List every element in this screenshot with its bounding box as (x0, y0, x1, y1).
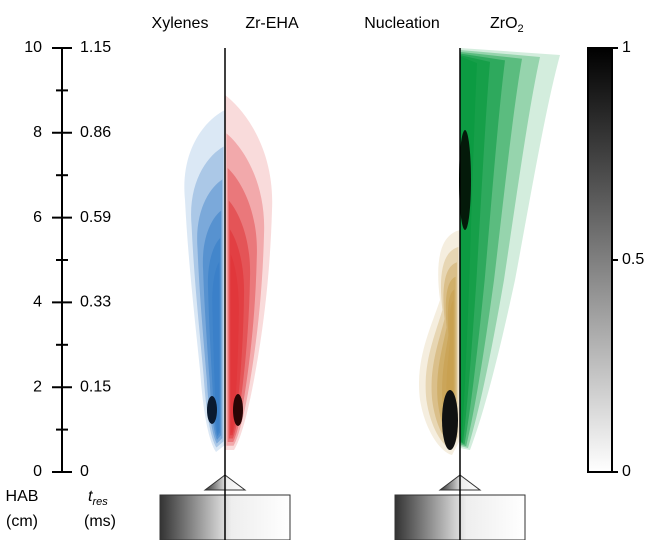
y2-tick-label: 1.15 (80, 39, 111, 56)
core (442, 390, 458, 450)
y2-label: tres (88, 488, 108, 508)
y2-tick-label: 0.86 (80, 124, 111, 141)
y-tick-label: 8 (33, 124, 42, 141)
y-tick-label: 6 (33, 209, 42, 226)
panel-title: Xylenes (152, 15, 209, 32)
core (233, 394, 243, 426)
colorbar-tick-label: 0.5 (622, 251, 644, 268)
y2-label: (ms) (84, 513, 116, 530)
y-tick-label: 10 (24, 39, 42, 56)
colorbar (587, 47, 613, 473)
y2-tick-label: 0 (80, 463, 89, 480)
y-label: (cm) (6, 513, 38, 530)
y-label: HAB (6, 488, 39, 505)
core (207, 396, 217, 424)
core (459, 130, 471, 230)
colorbar-tick-label: 1 (622, 39, 631, 56)
y-tick-label: 2 (33, 378, 42, 395)
panel-title: ZrO2 (490, 15, 524, 35)
y2-tick-label: 0.33 (80, 294, 111, 311)
y2-tick-label: 0.15 (80, 378, 111, 395)
y-tick-label: 0 (33, 463, 42, 480)
colorbar-tick-label: 0 (622, 463, 631, 480)
burners (159, 474, 526, 540)
y-tick-label: 4 (33, 294, 42, 311)
y2-tick-label: 0.59 (80, 209, 111, 226)
flames (184, 48, 560, 455)
panel-title: Zr-EHA (245, 15, 299, 32)
panel-title: Nucleation (364, 15, 440, 32)
